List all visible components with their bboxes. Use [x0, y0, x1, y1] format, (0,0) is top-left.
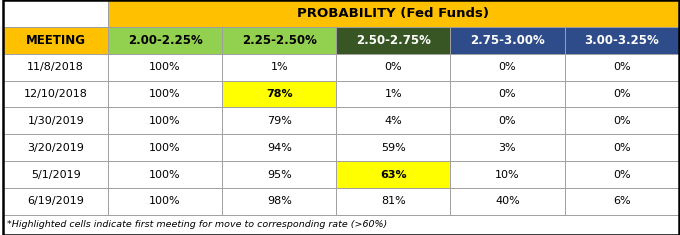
Text: 3/20/2019: 3/20/2019	[27, 143, 84, 153]
Bar	[337, 54, 450, 81]
Text: 1%: 1%	[384, 89, 402, 99]
Bar	[222, 81, 337, 107]
Bar	[3, 0, 108, 27]
Bar	[564, 161, 679, 188]
Bar	[564, 81, 679, 107]
Bar	[3, 188, 108, 215]
Bar	[3, 215, 679, 235]
Text: 6%: 6%	[613, 196, 630, 206]
Bar	[337, 134, 450, 161]
Bar	[3, 54, 108, 81]
Text: 5/1/2019: 5/1/2019	[31, 170, 81, 180]
Text: 0%: 0%	[384, 62, 402, 72]
Text: 0%: 0%	[613, 89, 630, 99]
Bar	[3, 134, 108, 161]
Text: 12/10/2018: 12/10/2018	[24, 89, 88, 99]
Text: 2.25-2.50%: 2.25-2.50%	[242, 34, 317, 47]
Text: 79%: 79%	[267, 116, 292, 126]
Bar	[222, 188, 337, 215]
Text: 0%: 0%	[498, 116, 516, 126]
Bar	[222, 161, 337, 188]
Text: 100%: 100%	[150, 170, 181, 180]
Bar	[564, 107, 679, 134]
Bar	[450, 107, 564, 134]
Text: 100%: 100%	[150, 89, 181, 99]
Bar	[108, 107, 222, 134]
Text: 4%: 4%	[384, 116, 403, 126]
Text: 100%: 100%	[150, 143, 181, 153]
Bar	[222, 54, 337, 81]
Bar	[3, 81, 108, 107]
Text: 6/19/2019: 6/19/2019	[27, 196, 84, 206]
Text: 0%: 0%	[613, 62, 630, 72]
Text: 100%: 100%	[150, 62, 181, 72]
Bar	[564, 27, 679, 54]
Bar	[564, 54, 679, 81]
Text: 0%: 0%	[613, 116, 630, 126]
Bar	[564, 134, 679, 161]
Bar	[450, 134, 564, 161]
Bar	[222, 27, 337, 54]
Bar	[108, 161, 222, 188]
Text: 3%: 3%	[498, 143, 516, 153]
Text: MEETING: MEETING	[26, 34, 86, 47]
Text: 98%: 98%	[267, 196, 292, 206]
Bar	[222, 134, 337, 161]
Text: 59%: 59%	[381, 143, 406, 153]
Bar	[3, 27, 108, 54]
Text: 0%: 0%	[498, 62, 516, 72]
Text: 2.00-2.25%: 2.00-2.25%	[128, 34, 203, 47]
Text: 3.00-3.25%: 3.00-3.25%	[584, 34, 659, 47]
Bar	[337, 107, 450, 134]
Bar	[3, 107, 108, 134]
Bar	[450, 54, 564, 81]
Bar	[450, 27, 564, 54]
Bar	[108, 27, 222, 54]
Text: 40%: 40%	[495, 196, 520, 206]
Text: 78%: 78%	[266, 89, 292, 99]
Text: 10%: 10%	[495, 170, 520, 180]
Text: 2.50-2.75%: 2.50-2.75%	[356, 34, 431, 47]
Bar	[450, 188, 564, 215]
Bar	[108, 0, 679, 27]
Bar	[337, 27, 450, 54]
Text: 0%: 0%	[613, 143, 630, 153]
Bar	[564, 188, 679, 215]
Bar	[108, 134, 222, 161]
Bar	[108, 188, 222, 215]
Text: 81%: 81%	[381, 196, 406, 206]
Bar	[450, 81, 564, 107]
Text: 100%: 100%	[150, 116, 181, 126]
Text: 11/8/2018: 11/8/2018	[27, 62, 84, 72]
Text: 1/30/2019: 1/30/2019	[27, 116, 84, 126]
Bar	[222, 107, 337, 134]
Text: 0%: 0%	[498, 89, 516, 99]
Bar	[337, 81, 450, 107]
Text: 100%: 100%	[150, 196, 181, 206]
Bar	[450, 161, 564, 188]
Bar	[337, 188, 450, 215]
Text: 94%: 94%	[267, 143, 292, 153]
Text: 95%: 95%	[267, 170, 292, 180]
Text: 1%: 1%	[271, 62, 288, 72]
Text: *Highlighted cells indicate first meeting for move to corresponding rate (>60%): *Highlighted cells indicate first meetin…	[7, 220, 388, 229]
Bar	[108, 54, 222, 81]
Text: PROBABILITY (Fed Funds): PROBABILITY (Fed Funds)	[297, 7, 490, 20]
Bar	[108, 81, 222, 107]
Text: 2.75-3.00%: 2.75-3.00%	[470, 34, 545, 47]
Bar	[337, 161, 450, 188]
Bar	[3, 161, 108, 188]
Text: 63%: 63%	[380, 170, 407, 180]
Text: 0%: 0%	[613, 170, 630, 180]
